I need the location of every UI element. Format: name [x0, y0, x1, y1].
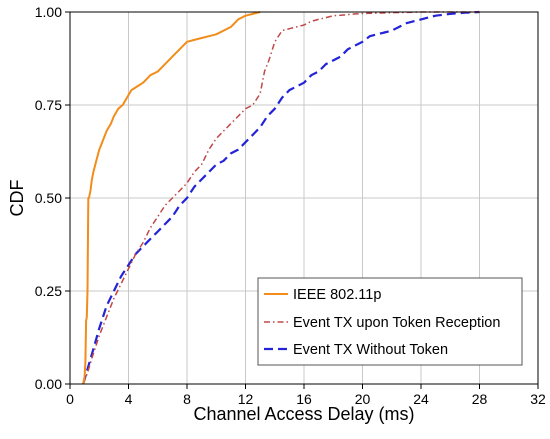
legend-box — [257, 277, 523, 366]
legend-label-token: Event TX upon Token Reception — [293, 315, 500, 331]
y-tick-label: 0.50 — [35, 190, 62, 206]
x-tick-label: 32 — [530, 391, 546, 407]
series-line-token — [82, 11, 480, 385]
x-tick-label: 24 — [413, 391, 429, 407]
legend: IEEE 802.11p Event TX upon Token Recepti… — [257, 277, 523, 366]
x-tick-label: 16 — [296, 391, 312, 407]
y-tick-label: 1.00 — [35, 4, 62, 20]
y-tick-label: 0.75 — [35, 97, 62, 113]
legend-label-ieee: IEEE 802.11p — [293, 287, 381, 303]
x-tick-label: 8 — [183, 391, 191, 407]
legend-label-no-token: Event TX Without Token — [293, 342, 448, 358]
series-layer — [82, 10, 480, 385]
y-axis-label: CDF — [7, 180, 27, 217]
series-line-ieee — [82, 11, 261, 385]
ticks-layer: 0 4 8 12 16 20 24 28 32 0.00 0.25 0.50 0.75 1.00 — [35, 4, 546, 407]
x-tick-label: 4 — [125, 391, 133, 407]
x-tick-label: 28 — [472, 391, 488, 407]
x-axis-label: Channel Access Delay (ms) — [193, 404, 414, 424]
x-tick-label: 12 — [238, 391, 254, 407]
x-tick-label: 20 — [355, 391, 371, 407]
y-tick-label: 0.25 — [35, 283, 62, 299]
y-tick-label: 0.00 — [35, 376, 62, 392]
x-tick-label: 0 — [66, 391, 74, 407]
series-line-no-token — [82, 10, 480, 385]
